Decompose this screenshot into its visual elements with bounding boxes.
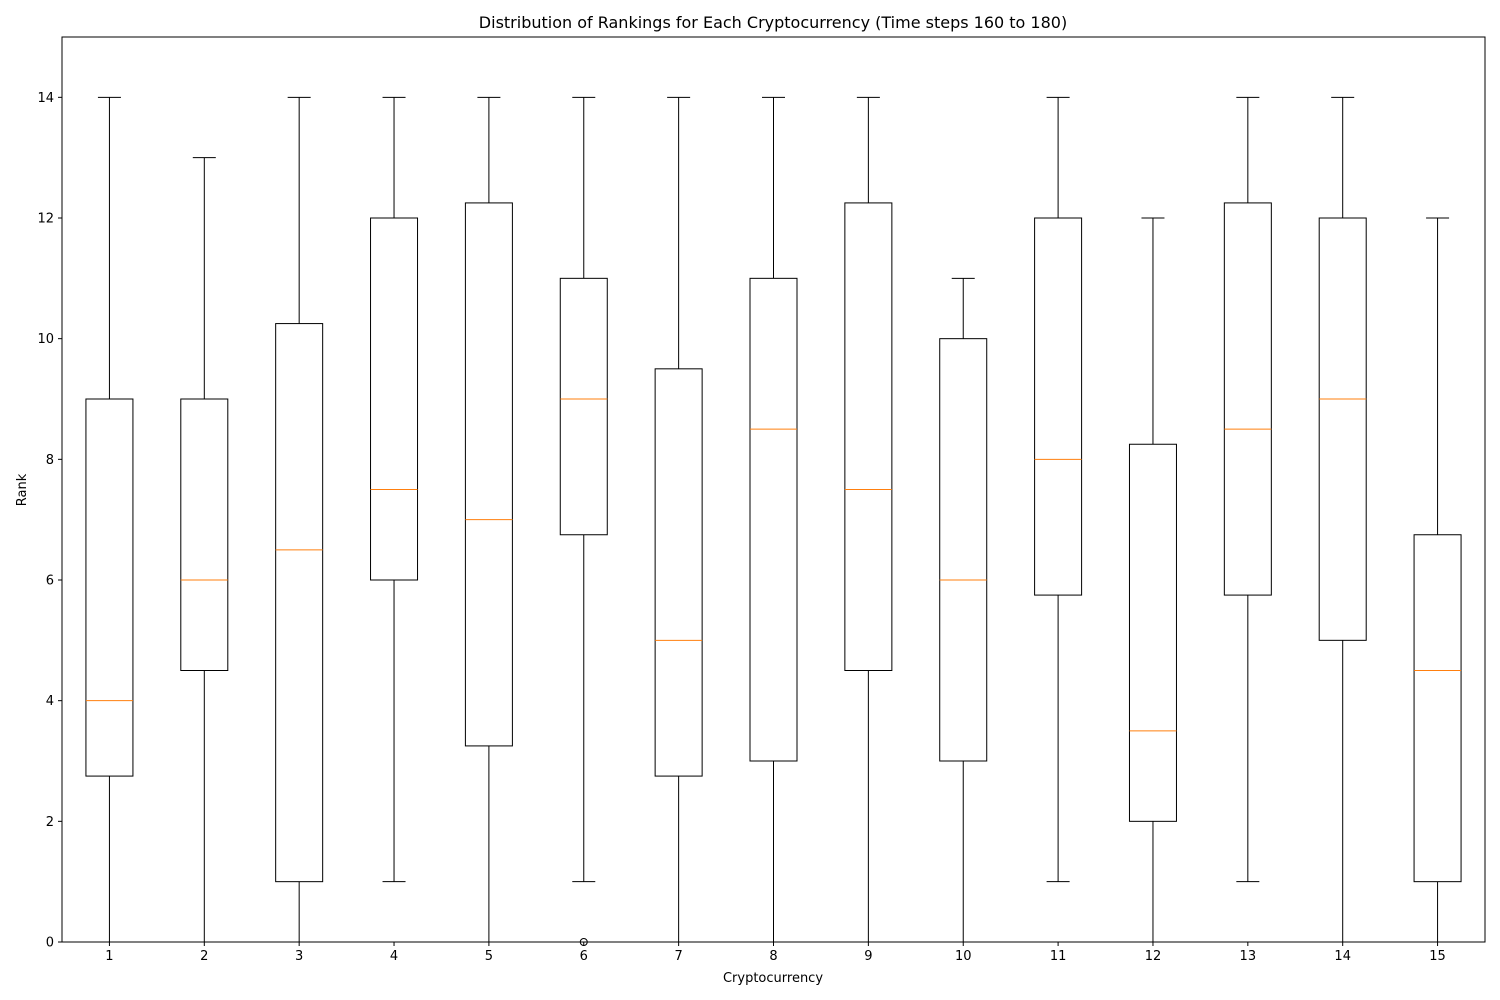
x-tick-label: 6 [580, 949, 588, 964]
y-tick-label: 10 [37, 332, 54, 347]
box-series [85, 96, 1462, 946]
box-9 [844, 96, 893, 943]
x-tick-label: 15 [1429, 949, 1446, 964]
iqr-box [370, 217, 419, 581]
box-5 [464, 96, 513, 943]
x-tick-label: 7 [674, 949, 682, 964]
iqr-box [464, 202, 513, 747]
y-tick-label: 0 [46, 936, 54, 951]
iqr-box [180, 398, 229, 671]
y-tick-label: 6 [46, 574, 54, 589]
box-12 [1128, 217, 1177, 943]
x-axis-label: Cryptocurrency [723, 971, 823, 986]
box-1 [85, 96, 134, 943]
y-tick-label: 2 [46, 815, 54, 830]
x-tick-label: 1 [105, 949, 113, 964]
y-tick-label: 14 [37, 91, 54, 106]
iqr-box [275, 323, 324, 883]
iqr-box [1413, 534, 1462, 883]
box-8 [749, 96, 798, 943]
y-tick-label: 12 [37, 212, 54, 227]
box-4 [370, 96, 419, 883]
x-tick-label: 13 [1240, 949, 1257, 964]
box-13 [1223, 96, 1272, 883]
outlier-point [579, 938, 588, 946]
x-tick-label: 14 [1334, 949, 1351, 964]
iqr-box [654, 368, 703, 777]
y-tick-label: 8 [46, 453, 54, 468]
box-3 [275, 96, 324, 943]
box-11 [1034, 96, 1083, 883]
box-7 [654, 96, 703, 943]
x-tick-label: 5 [485, 949, 493, 964]
x-tick-label: 3 [295, 949, 303, 964]
y-tick-label: 4 [46, 694, 54, 709]
iqr-box [1034, 217, 1083, 596]
y-axis: 0 2 4 6 8 10 12 14 [37, 91, 62, 951]
x-tick-label: 12 [1145, 949, 1162, 964]
box-15 [1413, 217, 1462, 943]
x-axis: 1 2 3 4 5 6 7 8 9 10 11 12 13 14 15 [105, 942, 1446, 964]
box-6 [559, 96, 608, 946]
iqr-box [85, 398, 134, 777]
iqr-box [1223, 202, 1272, 596]
x-tick-label: 9 [864, 949, 872, 964]
x-tick-label: 2 [200, 949, 208, 964]
y-axis-label: Rank [15, 473, 30, 506]
iqr-box [559, 277, 608, 536]
iqr-box [844, 202, 893, 672]
x-tick-label: 4 [390, 949, 398, 964]
box-10 [939, 277, 988, 943]
box-2 [180, 157, 229, 943]
box-14 [1318, 96, 1367, 943]
iqr-box [939, 338, 988, 762]
x-tick-label: 8 [769, 949, 777, 964]
chart-title: Distribution of Rankings for Each Crypto… [479, 13, 1067, 32]
x-tick-label: 10 [955, 949, 972, 964]
iqr-box [1318, 217, 1367, 641]
x-tick-label: 11 [1050, 949, 1067, 964]
iqr-box [749, 277, 798, 762]
iqr-box [1128, 443, 1177, 822]
